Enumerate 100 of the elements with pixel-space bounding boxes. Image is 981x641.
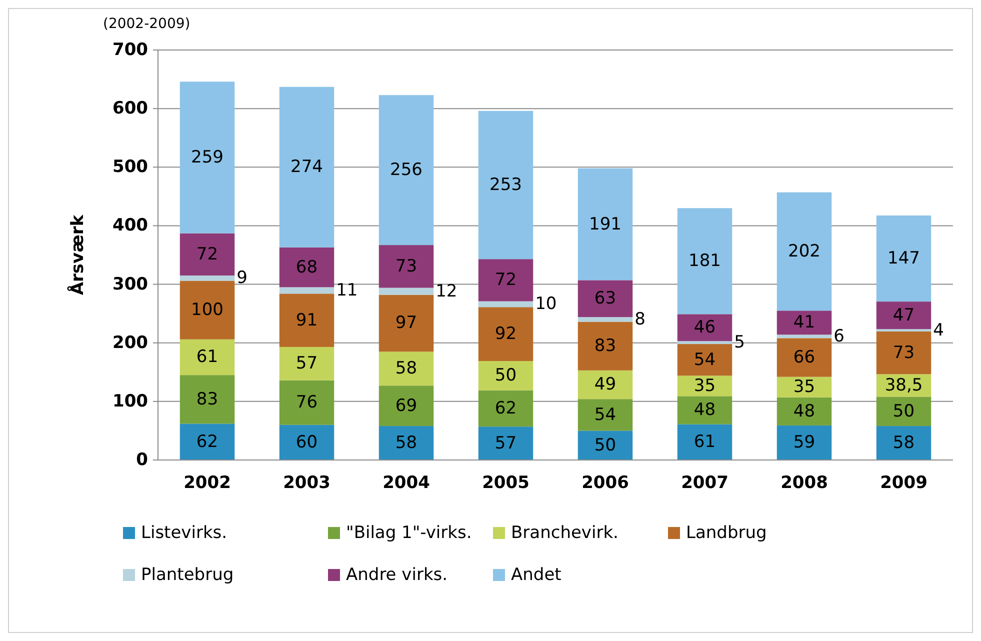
data-label: 57 [296,354,318,374]
bar [578,322,633,370]
data-label: 83 [594,336,616,356]
data-label: 9 [236,268,248,288]
bar [378,294,434,352]
bar [677,314,732,342]
legend-label: Andre virks. [346,565,448,585]
bar [378,386,434,426]
data-label: 61 [196,347,218,368]
data-label: 4 [933,320,944,340]
y-tick-label: 700 [112,40,148,60]
bar [776,397,832,426]
bar [876,396,932,426]
bar [677,376,732,396]
data-label: 50 [892,401,915,422]
data-label: 47 [892,305,915,326]
y-tick-label: 200 [112,332,148,353]
y-tick-label: 400 [112,216,148,236]
data-label: 73 [395,256,418,276]
data-label: 58 [395,358,418,379]
data-label: 256 [390,160,422,180]
x-tick-label: 2007 [681,473,728,493]
bar [279,380,334,425]
bar [876,215,932,302]
bar [876,302,932,330]
data-label: 35 [793,377,816,398]
data-label: 58 [892,433,915,454]
y-axis-title: Årsværk [67,214,88,296]
data-label: 11 [336,280,358,300]
bar [478,259,534,302]
x-tick-label: 2008 [780,473,828,493]
data-label: 83 [196,389,218,410]
bar [876,426,932,460]
legend-label: "Bilag 1"-virks. [346,523,472,543]
bar [378,95,434,246]
data-label: 147 [888,248,920,269]
bar [279,424,334,460]
bar [578,317,633,322]
data-label: 91 [296,310,318,330]
data-label: 274 [290,157,323,178]
data-label: 41 [793,312,816,333]
data-label: 38,5 [884,375,923,396]
data-label: 54 [694,350,716,370]
bar [378,288,434,295]
data-label: 62 [196,432,218,452]
y-tick-label: 0 [136,450,148,470]
bar [578,168,633,280]
data-label: 72 [196,244,218,264]
data-label: 76 [296,392,318,413]
bar [876,331,932,374]
y-tick-label: 500 [112,157,148,178]
bar [677,341,732,344]
data-label: 97 [395,313,418,334]
bar [378,245,434,288]
data-label: 69 [395,396,418,416]
bar [478,110,534,260]
bar [180,424,235,460]
x-tick-label: 2003 [283,473,330,493]
bar [578,430,633,460]
data-label: 202 [788,241,820,262]
data-label: 57 [494,433,517,454]
data-label: 62 [494,398,517,418]
bar [776,425,832,460]
bar [279,247,334,288]
legend-label: Landbrug [686,523,767,543]
data-label: 66 [793,348,816,368]
chart-subtitle: (2002-2009) [103,16,190,32]
bar [578,280,633,318]
bar [180,375,235,424]
legend-label: Plantebrug [141,565,234,585]
data-label: 259 [191,147,224,168]
data-label: 49 [594,374,616,395]
data-label: 72 [494,270,517,290]
bar [478,301,534,308]
bar [776,192,832,311]
bar [478,361,534,390]
data-label: 63 [594,288,616,309]
data-label: 100 [191,300,224,320]
x-tick-label: 2002 [184,473,231,493]
data-label: 50 [594,435,616,456]
bar [478,426,534,460]
legend-label: Branchevirk. [511,523,618,543]
data-label: 253 [490,175,522,196]
bar [578,370,633,400]
data-label: 54 [594,404,616,425]
bar [776,338,832,377]
y-tick-label: 300 [112,274,148,294]
data-label: 73 [892,342,915,363]
data-label: 10 [535,294,557,314]
data-label: 48 [793,401,816,422]
data-label: 48 [694,400,716,420]
data-label: 68 [296,257,318,278]
bar [279,86,334,248]
data-label: 46 [694,318,716,338]
bar [180,82,235,234]
bar [279,346,334,380]
data-label: 60 [296,432,318,452]
bar [180,339,235,376]
data-label: 191 [589,214,622,234]
x-tick-label: 2004 [382,473,430,493]
